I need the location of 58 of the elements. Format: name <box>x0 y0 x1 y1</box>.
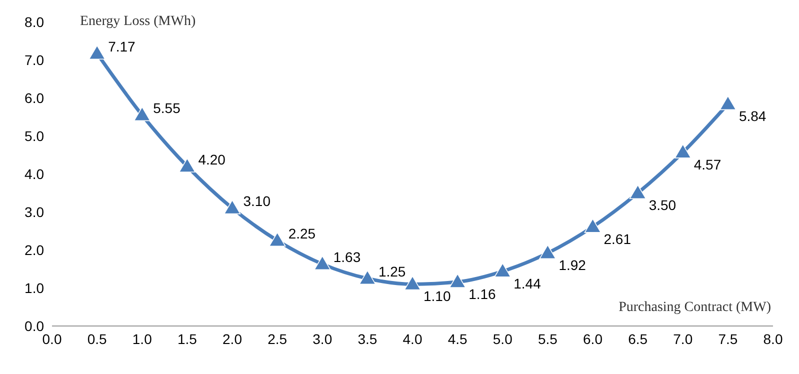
point <box>449 274 466 288</box>
data-label: 2.25 <box>288 226 316 242</box>
point <box>88 45 106 60</box>
point <box>178 158 196 172</box>
data-label: 7.17 <box>108 38 136 55</box>
y-tick-label: 2.0 <box>24 242 44 258</box>
point <box>314 256 331 270</box>
data-label: 5.55 <box>153 100 181 116</box>
data-label: 4.57 <box>694 156 722 172</box>
x-tick-label: 7.0 <box>673 330 693 347</box>
point <box>674 144 692 158</box>
x-axis-title: Purchasing Contract (MW) <box>618 300 771 316</box>
point <box>584 218 602 233</box>
x-tick-label: 6.5 <box>628 330 648 347</box>
x-tick-label: 1.0 <box>132 330 152 347</box>
y-axis-title: Energy Loss (MWh) <box>80 14 196 30</box>
data-label: 1.16 <box>468 286 496 302</box>
point <box>720 96 736 110</box>
point <box>404 276 421 290</box>
x-tick-label: 0.5 <box>87 330 108 347</box>
x-tick-label: 4.5 <box>448 330 468 347</box>
data-label: 3.50 <box>648 197 676 213</box>
y-tick-label: 5.0 <box>24 128 44 144</box>
y-tick-label: 8.0 <box>24 14 44 30</box>
x-tick-label: 2.0 <box>222 330 242 347</box>
data-label: 4.20 <box>198 151 226 168</box>
x-tick-label: 8.0 <box>763 330 783 347</box>
y-tick-label: 4.0 <box>24 166 44 182</box>
x-tick-label: 4.0 <box>402 330 422 347</box>
x-tick-label: 0.0 <box>42 330 62 347</box>
data-label: 1.63 <box>333 249 361 266</box>
point <box>224 200 241 214</box>
point <box>494 262 512 278</box>
point <box>359 270 376 284</box>
x-tick-label: 2.5 <box>268 330 288 347</box>
data-label: 2.61 <box>604 230 632 247</box>
x-tick-label: 5.0 <box>492 330 513 347</box>
data-label: 5.84 <box>738 108 766 124</box>
y-tick-label: 6.0 <box>24 90 44 106</box>
point <box>134 106 151 122</box>
data-label: 1.92 <box>558 257 586 274</box>
x-tick-label: 6.0 <box>583 330 603 347</box>
x-tick-label: 3.0 <box>312 330 332 347</box>
data-label: 1.44 <box>514 275 542 292</box>
data-label: 3.10 <box>243 193 271 210</box>
x-tick-label: 3.5 <box>358 330 378 347</box>
x-tick-label: 5.5 <box>538 330 558 347</box>
point <box>629 184 646 199</box>
y-tick-label: 0.0 <box>24 318 44 334</box>
point <box>539 244 556 260</box>
y-tick-label: 3.0 <box>24 204 44 220</box>
point <box>268 232 286 246</box>
x-tick-label: 7.5 <box>718 330 738 347</box>
data-label: 1.10 <box>424 288 451 304</box>
y-tick-label: 7.0 <box>24 52 44 68</box>
data-label: 1.25 <box>378 264 406 280</box>
y-tick-label: 1.0 <box>24 280 44 296</box>
x-tick-label: 1.5 <box>177 330 198 347</box>
